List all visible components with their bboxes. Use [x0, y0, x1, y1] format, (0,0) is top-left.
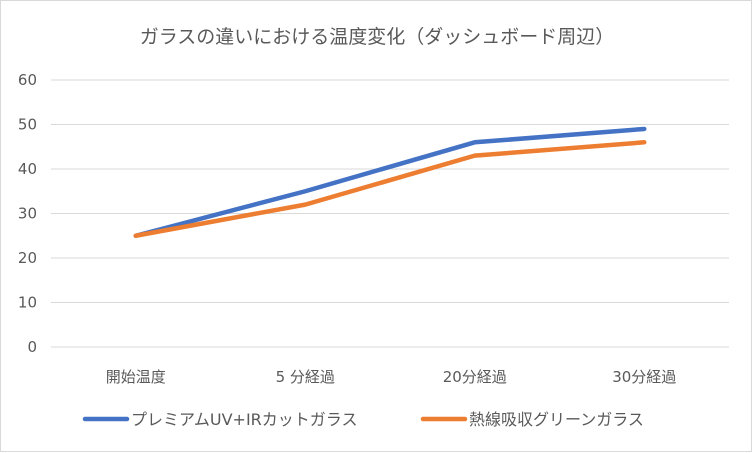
gridlines [51, 79, 729, 348]
y-tick-label: 30 [18, 205, 37, 223]
x-tick-label: 30分経過 [612, 368, 676, 386]
series-line-1 [133, 126, 647, 238]
legend-label: 熱線吸収グリーンガラス [469, 410, 644, 429]
chart-title: ガラスの違いにおける温度変化（ダッシュボード周辺） [140, 26, 615, 48]
series-line-2 [133, 140, 647, 238]
legend: プレミアムUV+IRカットガラス 熱線吸収グリーンガラス [82, 410, 644, 429]
x-tick-label: 5 分経過 [276, 368, 335, 386]
y-tick-label: 60 [18, 71, 37, 89]
y-tick-label: 10 [18, 294, 37, 312]
x-tick-label: 開始温度 [106, 368, 166, 386]
y-tick-label: 0 [27, 338, 37, 356]
x-axis-tick-labels: 開始温度 5 分経過 20分経過 30分経過 [106, 368, 677, 386]
y-tick-label: 40 [18, 160, 37, 178]
series-lines [133, 126, 647, 238]
y-axis-tick-labels: 0 10 20 30 40 50 60 [18, 71, 37, 356]
y-tick-label: 50 [18, 116, 37, 134]
y-tick-label: 20 [18, 249, 37, 267]
legend-label: プレミアムUV+IRカットガラス [131, 410, 357, 429]
x-tick-label: 20分経過 [443, 368, 507, 386]
